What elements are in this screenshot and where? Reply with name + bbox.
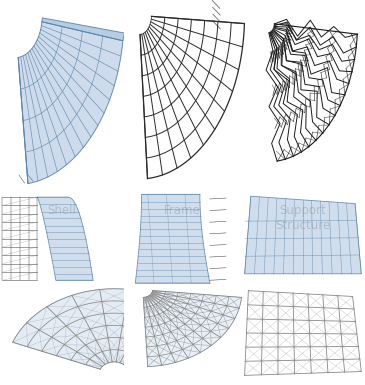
- Polygon shape: [143, 290, 242, 367]
- Polygon shape: [42, 18, 124, 41]
- Polygon shape: [18, 22, 123, 184]
- Polygon shape: [135, 194, 210, 283]
- Text: Shell: Shell: [47, 204, 77, 217]
- Text: Support
Structure: Support Structure: [275, 204, 331, 232]
- Text: Frame: Frame: [164, 204, 201, 217]
- Polygon shape: [245, 196, 361, 274]
- Polygon shape: [13, 289, 216, 369]
- Polygon shape: [37, 197, 93, 280]
